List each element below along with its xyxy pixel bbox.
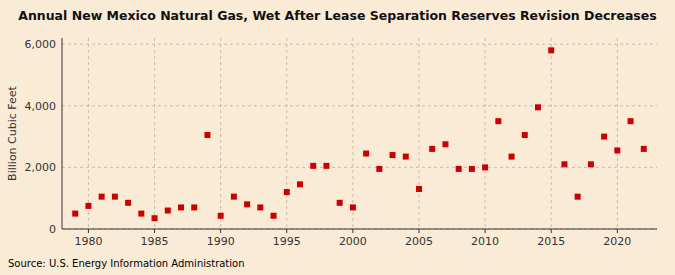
point <box>588 161 594 167</box>
x-tick <box>551 229 552 233</box>
point <box>152 215 158 221</box>
point <box>482 164 488 170</box>
point <box>469 166 475 172</box>
y-tick-label: 4,000 <box>25 100 57 113</box>
point <box>244 201 250 207</box>
point <box>561 161 567 167</box>
point <box>204 132 210 138</box>
x-tick <box>154 229 155 233</box>
point <box>72 211 78 217</box>
point <box>456 166 462 172</box>
y-grid-line <box>62 105 657 106</box>
point <box>403 154 409 160</box>
point <box>628 118 634 124</box>
x-grid-line <box>551 38 552 229</box>
point <box>363 151 369 157</box>
x-grid-line <box>419 38 420 229</box>
y-axis-label: Billion Cubic Feet <box>6 85 19 180</box>
x-tick-label: 2010 <box>471 235 499 248</box>
x-tick-label: 1985 <box>141 235 169 248</box>
point <box>548 47 554 53</box>
x-grid-line <box>154 38 155 229</box>
point <box>575 194 581 200</box>
point <box>138 211 144 217</box>
point <box>99 194 105 200</box>
point <box>601 134 607 140</box>
x-grid-line <box>352 38 353 229</box>
x-grid-line <box>617 38 618 229</box>
point <box>509 154 515 160</box>
point <box>641 146 647 152</box>
y-axis-line <box>62 38 63 229</box>
point <box>297 181 303 187</box>
point <box>495 118 501 124</box>
point <box>442 141 448 147</box>
x-tick-label: 2015 <box>537 235 565 248</box>
x-tick <box>286 229 287 233</box>
point <box>257 204 263 210</box>
point <box>390 152 396 158</box>
chart: 0 2,000 4,000 6,000 1980 1985 1990 1995 2000 2005… <box>0 0 675 275</box>
x-grid-line <box>220 38 221 229</box>
point <box>310 163 316 169</box>
point <box>614 147 620 153</box>
point <box>284 189 290 195</box>
y-tick-label: 2,000 <box>25 161 57 174</box>
point <box>178 204 184 210</box>
x-grid-line <box>485 38 486 229</box>
points <box>72 47 647 221</box>
point <box>165 208 171 214</box>
y-grid-line <box>62 229 657 230</box>
point <box>125 200 131 206</box>
y-tick-label: 0 <box>49 223 56 236</box>
x-tick-label: 1995 <box>273 235 301 248</box>
title: Annual New Mexico Natural Gas, Wet After… <box>18 8 656 23</box>
point <box>535 104 541 110</box>
x-tick-label: 2020 <box>603 235 631 248</box>
y-tick-label: 6,000 <box>25 38 57 51</box>
x-tick <box>419 229 420 233</box>
x-tick-label: 1990 <box>207 235 235 248</box>
y-grid-line <box>62 167 657 168</box>
point <box>218 213 224 219</box>
x-tick-label: 2005 <box>405 235 433 248</box>
x-grid-line <box>286 38 287 229</box>
point <box>429 146 435 152</box>
x-tick-label: 1980 <box>74 235 102 248</box>
point <box>112 194 118 200</box>
point <box>191 204 197 210</box>
point <box>350 204 356 210</box>
point <box>416 186 422 192</box>
point <box>231 194 237 200</box>
point <box>337 200 343 206</box>
x-tick <box>485 229 486 233</box>
point <box>85 203 91 209</box>
y-grid-line <box>62 44 657 45</box>
x-tick-label: 2000 <box>339 235 367 248</box>
x-grid-line <box>88 38 89 229</box>
x-tick <box>88 229 89 233</box>
x-tick <box>352 229 353 233</box>
source-note: Source: U.S. Energy Information Administ… <box>8 258 245 269</box>
x-tick <box>617 229 618 233</box>
point <box>376 166 382 172</box>
point <box>271 213 277 219</box>
point <box>323 163 329 169</box>
point <box>522 132 528 138</box>
x-axis-line <box>62 229 657 230</box>
axes: 0 2,000 4,000 6,000 1980 1985 1990 1995 2000 2005… <box>25 38 658 248</box>
x-tick <box>220 229 221 233</box>
